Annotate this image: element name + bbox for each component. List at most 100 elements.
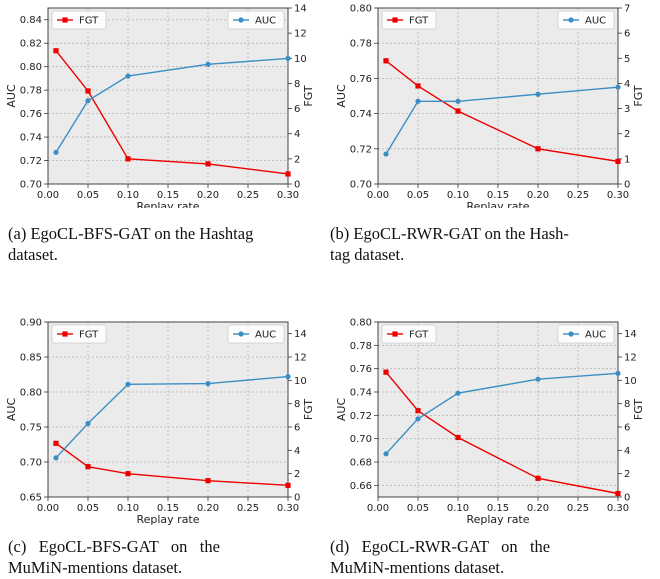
caption-b-line1: (b) EgoCL-RWR-GAT on the Hash- — [330, 224, 569, 243]
x-tick-label: 0.00 — [367, 190, 389, 201]
legend-fgt-label: FGT — [409, 330, 429, 341]
legend-auc-marker — [238, 331, 244, 337]
y-right-tick-label: 12 — [294, 353, 307, 364]
legend-auc-label: AUC — [585, 16, 606, 27]
y-left-tick-label: 0.82 — [20, 39, 42, 50]
y-left-axis-label: AUC — [335, 398, 348, 422]
data-point-fgt — [285, 482, 291, 488]
legend-fgt-label: FGT — [79, 16, 99, 27]
y-right-axis-label: FGT — [302, 85, 315, 106]
data-point-auc — [535, 91, 541, 97]
legend-auc-marker — [568, 331, 574, 337]
y-left-tick-label: 0.70 — [350, 180, 372, 191]
data-point-auc — [455, 390, 461, 396]
data-point-auc — [285, 55, 291, 62]
y-right-tick-label: 0 — [294, 493, 300, 504]
y-left-tick-label: 0.80 — [350, 318, 372, 329]
y-right-tick-label: 6 — [624, 423, 630, 434]
y-right-tick-label: 6 — [624, 29, 630, 40]
chart-a: 0.00 0.05 0.10 0.15 0.20 0.25 0.30 0.70 0.72 0.74… — [5, 4, 315, 209]
y-left-tick-label: 0.75 — [20, 423, 42, 434]
data-point-auc — [383, 151, 389, 157]
x-tick-label: 0.30 — [607, 503, 629, 514]
legend-fgt-box — [381, 10, 437, 30]
caption-a-line1: (a) EgoCL-BFS-GAT on the Hashtag — [8, 224, 254, 243]
x-axis-label: Replay rate — [136, 513, 199, 526]
y-right-tick-label: 2 — [294, 469, 300, 480]
caption-b-line2: tag dataset. — [330, 245, 405, 264]
x-tick-label: 0.20 — [527, 503, 549, 514]
y-left-tick-label: 0.85 — [20, 353, 42, 364]
x-tick-label: 0.10 — [447, 503, 469, 514]
x-tick-label: 0.25 — [237, 190, 259, 201]
y-left-tick-label: 0.76 — [20, 109, 42, 120]
x-tick-label: 0.10 — [117, 190, 139, 201]
y-left-tick-label: 0.70 — [350, 434, 372, 445]
data-point-fgt — [85, 88, 91, 94]
y-left-tick-label: 0.80 — [20, 388, 42, 399]
legend-auc-box — [557, 324, 615, 344]
y-right-tick-label: 2 — [624, 469, 630, 480]
data-point-fgt — [383, 369, 389, 375]
plot-frame — [377, 7, 619, 185]
legend-auc-box — [227, 324, 285, 344]
data-point-auc — [615, 370, 621, 376]
y-right-tick-label: 6 — [294, 104, 300, 115]
x-tick-label: 0.15 — [157, 503, 179, 514]
data-point-auc — [415, 416, 421, 422]
y-right-tick-label: 0 — [294, 180, 300, 191]
y-right-tick-label: 8 — [294, 399, 300, 410]
y-right-tick-label: 4 — [294, 129, 300, 140]
x-tick-label: 0.05 — [77, 190, 99, 201]
x-tick-label: 0.05 — [77, 503, 99, 514]
y-right-tick-label: 0 — [624, 180, 630, 191]
x-tick-label: 0.15 — [487, 190, 509, 201]
legend-fgt-marker — [392, 331, 398, 337]
x-tick-label: 0.25 — [237, 503, 259, 514]
y-right-tick-label: 0 — [624, 493, 630, 504]
legend-fgt-box — [51, 10, 107, 30]
chart-panel-d: 0.00 0.05 0.10 0.15 0.20 0.25 0.30 0.66 0.68 0.70… — [330, 312, 660, 527]
plot-frame — [47, 7, 289, 185]
y-right-tick-label: 10 — [624, 376, 637, 387]
y-right-tick-label: 2 — [294, 154, 300, 165]
data-point-auc — [615, 84, 621, 90]
y-left-tick-label: 0.78 — [20, 86, 42, 97]
caption-d-line1: (d) EgoCL-RWR-GAT on the — [330, 537, 551, 556]
legend-fgt-box — [381, 324, 437, 344]
data-point-fgt — [415, 83, 421, 89]
data-point-auc — [85, 420, 91, 427]
y-left-tick-label: 0.70 — [20, 180, 42, 191]
y-right-tick-label: 14 — [294, 4, 307, 15]
y-left-tick-label: 0.80 — [20, 62, 42, 73]
x-tick-label: 0.20 — [197, 503, 219, 514]
y-right-tick-label: 6 — [294, 423, 300, 434]
data-point-fgt — [615, 158, 621, 164]
x-tick-label: 0.20 — [197, 190, 219, 201]
data-point-fgt — [85, 464, 91, 470]
plot-frame — [47, 321, 289, 498]
y-right-tick-label: 14 — [294, 329, 307, 340]
y-left-tick-label: 0.74 — [20, 133, 42, 144]
data-point-fgt — [455, 108, 461, 114]
y-right-tick-label: 4 — [294, 446, 300, 457]
y-left-tick-label: 0.65 — [20, 493, 42, 504]
data-point-auc — [535, 376, 541, 382]
caption-b: (b) EgoCL-RWR-GAT on the Hash- tag datas… — [330, 223, 655, 265]
data-point-auc — [53, 149, 59, 155]
data-point-fgt — [53, 440, 59, 446]
y-right-axis-label: FGT — [302, 399, 315, 420]
legend-fgt-marker — [62, 331, 68, 337]
x-axis-label: Replay rate — [136, 200, 199, 208]
data-point-fgt — [205, 161, 211, 167]
legend-auc-box — [557, 10, 615, 30]
data-point-fgt — [535, 146, 541, 152]
data-point-auc — [285, 374, 291, 380]
data-point-fgt — [285, 171, 291, 177]
chart-panel-c: 0.00 0.05 0.10 0.15 0.20 0.25 0.30 0.65 0.70 0.75… — [0, 312, 330, 527]
legend-fgt-marker — [392, 17, 398, 23]
legend-fgt-label: FGT — [409, 16, 429, 27]
y-left-tick-label: 0.66 — [350, 481, 372, 492]
data-point-fgt — [125, 471, 131, 477]
x-tick-label: 0.05 — [407, 503, 429, 514]
